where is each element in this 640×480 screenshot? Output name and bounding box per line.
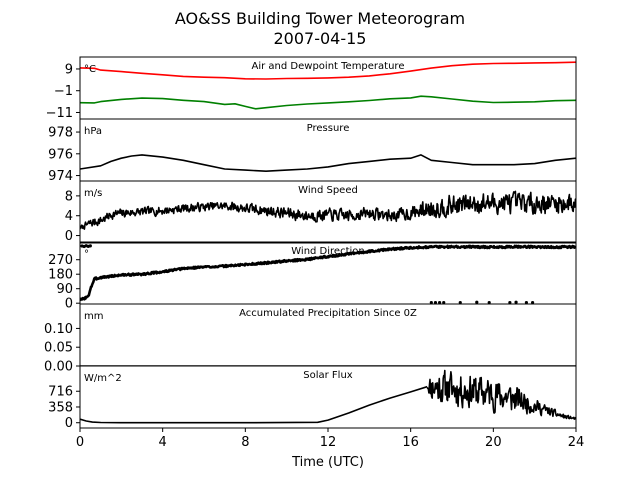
panel-3-ytick-label-2: 90	[56, 282, 73, 297]
panel-3-title: Wind Direction	[291, 246, 365, 257]
panel-4-ytick-label-2: 0.00	[44, 360, 73, 375]
panel-2: Wind Speed m/s 8 4 0	[65, 180, 577, 244]
x-tick-label-6: 24	[568, 435, 585, 450]
panel-4-ytick-label-1: 0.05	[44, 341, 73, 356]
panel-1-ytick-label-1: 976	[48, 147, 73, 162]
x-tick-label-0: 0	[76, 435, 84, 450]
panel-1-data	[80, 154, 576, 172]
x-axis: 0 4 8 12 16 20 24	[76, 428, 584, 450]
panel-2-ytick-label-1: 4	[65, 209, 73, 224]
panel-0-series-0-line	[80, 61, 576, 80]
x-tick-label-3: 12	[320, 435, 337, 450]
panel-3-series-1-point	[524, 300, 528, 304]
panel-1-ytick-label-0: 978	[48, 126, 73, 141]
panel-1-unit: hPa	[84, 126, 102, 137]
panel-2-title: Wind Speed	[298, 185, 358, 196]
panel-3-series-1-point	[487, 300, 491, 304]
panel-4-ytick-label-0: 0.10	[44, 322, 73, 337]
panel-5-ytick-label-2: 0	[65, 416, 73, 431]
x-tick-label-2: 8	[241, 435, 249, 450]
panel-3-series-1-point	[531, 300, 535, 304]
panel-4-title: Accumulated Precipitation Since 0Z	[239, 308, 417, 319]
panel-5-title: Solar Flux	[303, 370, 353, 381]
panel-1-title: Pressure	[307, 123, 350, 134]
panel-0-ytick-label-2: −11	[46, 106, 73, 121]
chart-subtitle: 2007-04-15	[274, 29, 367, 48]
panel-2-series-0-line	[80, 190, 576, 230]
panel-3-unit: °	[84, 249, 89, 260]
panel-5-ytick-label-1: 358	[48, 400, 73, 415]
panel-2-ytick-label-2: 0	[65, 229, 73, 244]
panel-3-series-1-point	[429, 300, 433, 304]
panels: Air and Dewpoint Temperature°C9−1−11Pres…	[44, 56, 577, 431]
panel-2-data	[80, 190, 576, 230]
panel-3-series-1-point	[433, 300, 438, 304]
panel-2-ytick-label-0: 8	[65, 189, 73, 204]
panel-5-unit: W/m^2	[84, 373, 122, 384]
panel-5-data	[80, 369, 576, 424]
panel-2-frame	[79, 180, 577, 244]
panel-0-title: Air and Dewpoint Temperature	[252, 61, 405, 72]
panel-3-series-0-line	[80, 244, 576, 302]
x-tick-label-5: 20	[485, 435, 502, 450]
panel-5-series-0-line	[80, 385, 428, 424]
panel-3-ytick-label-1: 180	[48, 268, 73, 283]
panel-3-data	[80, 244, 576, 304]
panel-3-series-1-point	[508, 300, 512, 304]
panel-1-ytick-label-2: 974	[48, 169, 73, 184]
panel-0-series-1-line	[80, 95, 576, 110]
panel-3-series-1-point	[88, 244, 92, 248]
panel-3-series-1-point	[514, 300, 518, 304]
panel-0-unit: °C	[84, 64, 96, 75]
panel-3-ytick-label-3: 0	[65, 297, 73, 312]
x-tick-label-1: 4	[159, 435, 167, 450]
panel-5-series-1-line	[426, 369, 576, 420]
x-tick-label-4: 16	[402, 435, 419, 450]
chart-title: AO&SS Building Tower Meteorogram	[175, 9, 465, 28]
panel-2-unit: m/s	[84, 188, 102, 199]
panel-4-unit: mm	[84, 311, 103, 322]
panel-0: Air and Dewpoint Temperature °C 9 −1 −11	[46, 56, 577, 121]
panel-3-series-1-point	[458, 300, 462, 304]
panel-5-ytick-label-0: 716	[48, 385, 73, 400]
panel-0-ytick-label-0: 9	[65, 62, 73, 77]
panel-3-ytick-label-0: 270	[48, 253, 73, 268]
panel-3-series-1-point	[442, 300, 446, 304]
x-axis-label: Time (UTC)	[291, 455, 364, 470]
panel-3-series-1-point	[438, 300, 442, 304]
panel-1: Pressure hPa 978 976 974	[48, 118, 577, 184]
panel-1-series-0-line	[80, 154, 576, 172]
panel-0-data	[80, 61, 576, 110]
panel-0-ytick-label-1: −1	[54, 84, 73, 99]
panel-4: Accumulated Precipitation Since 0Z mm 0.10…	[44, 303, 577, 375]
panel-3-series-1-point	[475, 300, 479, 304]
